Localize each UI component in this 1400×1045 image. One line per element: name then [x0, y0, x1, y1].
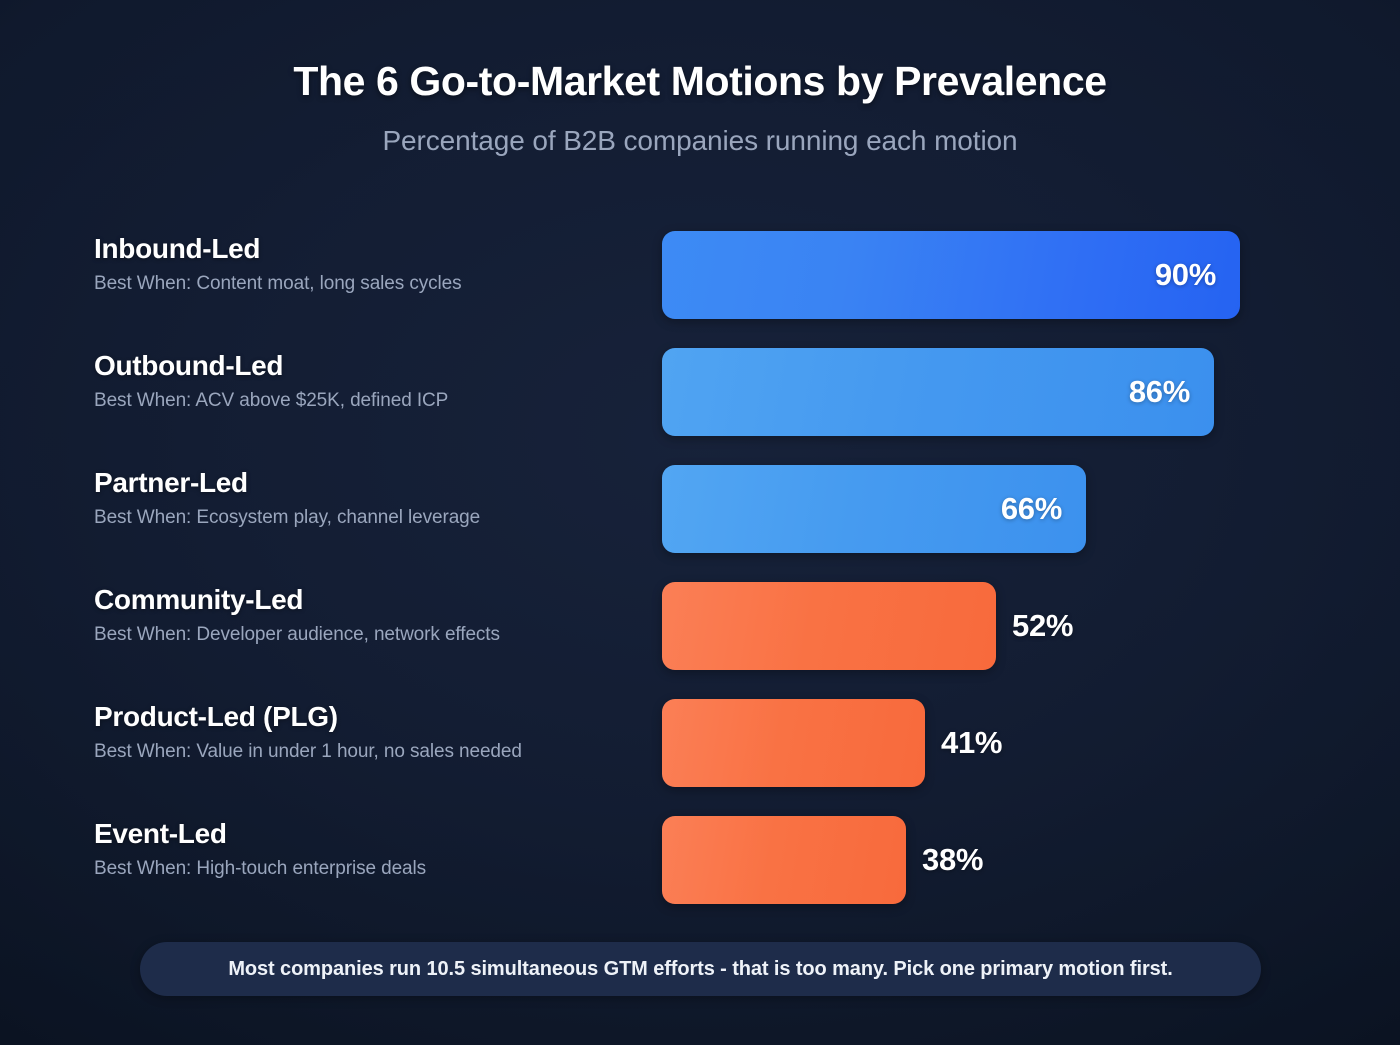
- motion-name: Inbound-Led: [94, 233, 261, 264]
- best-when-text: Best When: Ecosystem play, channel lever…: [94, 507, 481, 529]
- bar-row-labels: Community-Led Best When: Developer audien…: [94, 579, 654, 646]
- bar[interactable]: 66%: [662, 465, 1086, 553]
- bar-row: Inbound-Led Best When: Content moat, long…: [0, 228, 1400, 345]
- bar-row: Event-Led Best When: High-touch enterpris…: [0, 813, 1400, 930]
- best-when-text: Best When: ACV above $25K, defined ICP: [94, 390, 449, 412]
- bar-value-label: 41%: [941, 725, 1003, 760]
- bar-value-label: 90%: [1154, 257, 1216, 292]
- bar[interactable]: 90%: [662, 231, 1240, 319]
- bar-row: Product-Led (PLG) Best When: Value in und…: [0, 696, 1400, 813]
- bar[interactable]: [662, 582, 996, 670]
- bar-row-labels: Outbound-Led Best When: ACV above $25K, d…: [94, 345, 654, 412]
- bar-row: Outbound-Led Best When: ACV above $25K, d…: [0, 345, 1400, 462]
- footer-note-text: Most companies run 10.5 simultaneous GTM…: [228, 957, 1173, 980]
- best-when-text: Best When: High-touch enterprise deals: [94, 858, 427, 880]
- best-when-text: Best When: Developer audience, network e…: [94, 624, 500, 646]
- bar-row-labels: Inbound-Led Best When: Content moat, long…: [94, 228, 654, 295]
- bar-track: 41%: [662, 699, 1400, 787]
- bar-track: 86%: [662, 348, 1400, 436]
- page-title: The 6 Go-to-Market Motions by Prevalence: [293, 58, 1107, 104]
- bar-row-labels: Event-Led Best When: High-touch enterpris…: [94, 813, 654, 880]
- bar[interactable]: [662, 699, 925, 787]
- bar-row-labels: Product-Led (PLG) Best When: Value in und…: [94, 696, 654, 763]
- best-when-text: Best When: Content moat, long sales cycl…: [94, 273, 462, 295]
- motion-name: Outbound-Led: [94, 350, 284, 381]
- bar-row: Partner-Led Best When: Ecosystem play, ch…: [0, 462, 1400, 579]
- motion-name: Community-Led: [94, 584, 304, 615]
- motion-name: Product-Led (PLG): [94, 701, 338, 732]
- bar-value-label: 86%: [1128, 374, 1190, 409]
- chart-header: The 6 Go-to-Market Motions by Prevalence…: [0, 58, 1400, 157]
- bar[interactable]: 86%: [662, 348, 1214, 436]
- bar-track: 38%: [662, 816, 1400, 904]
- bar-value-label: 66%: [1000, 491, 1062, 526]
- bar-row-labels: Partner-Led Best When: Ecosystem play, ch…: [94, 462, 654, 529]
- bar-value-label: 52%: [1012, 608, 1074, 643]
- bar-row: Community-Led Best When: Developer audien…: [0, 579, 1400, 696]
- best-when-text: Best When: Value in under 1 hour, no sal…: [94, 741, 522, 763]
- motion-name: Event-Led: [94, 818, 227, 849]
- bar-track: 52%: [662, 582, 1400, 670]
- motion-name: Partner-Led: [94, 467, 248, 498]
- page-subtitle: Percentage of B2B companies running each…: [382, 125, 1018, 156]
- bar-value-label: 38%: [922, 842, 984, 877]
- footer-note-pill: Most companies run 10.5 simultaneous GTM…: [140, 942, 1261, 996]
- bar-track: 66%: [662, 465, 1400, 553]
- bar-track: 90%: [662, 231, 1400, 319]
- bar-chart-rows: Inbound-Led Best When: Content moat, long…: [0, 228, 1400, 930]
- bar[interactable]: [662, 816, 906, 904]
